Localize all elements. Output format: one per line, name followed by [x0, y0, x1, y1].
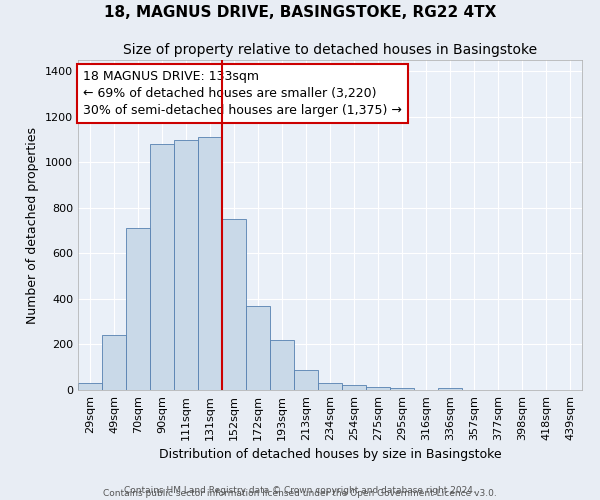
Text: 18 MAGNUS DRIVE: 133sqm
← 69% of detached houses are smaller (3,220)
30% of semi: 18 MAGNUS DRIVE: 133sqm ← 69% of detache…	[83, 70, 402, 117]
Bar	[366, 386, 390, 390]
Bar	[150, 144, 174, 390]
Title: Size of property relative to detached houses in Basingstoke: Size of property relative to detached ho…	[123, 44, 537, 58]
Bar	[318, 383, 342, 390]
Bar	[126, 228, 150, 390]
Bar	[270, 340, 294, 390]
Text: 18, MAGNUS DRIVE, BASINGSTOKE, RG22 4TX: 18, MAGNUS DRIVE, BASINGSTOKE, RG22 4TX	[104, 5, 496, 20]
Bar	[198, 138, 222, 390]
Bar	[294, 370, 318, 390]
Bar	[78, 383, 102, 390]
X-axis label: Distribution of detached houses by size in Basingstoke: Distribution of detached houses by size …	[158, 448, 502, 461]
Text: Contains HM Land Registry data © Crown copyright and database right 2024.: Contains HM Land Registry data © Crown c…	[124, 486, 476, 495]
Bar	[438, 388, 462, 390]
Bar	[390, 388, 414, 390]
Bar	[222, 220, 246, 390]
Y-axis label: Number of detached properties: Number of detached properties	[26, 126, 40, 324]
Text: Contains public sector information licensed under the Open Government Licence v3: Contains public sector information licen…	[103, 488, 497, 498]
Bar	[246, 306, 270, 390]
Bar	[174, 140, 198, 390]
Bar	[342, 386, 366, 390]
Bar	[102, 336, 126, 390]
